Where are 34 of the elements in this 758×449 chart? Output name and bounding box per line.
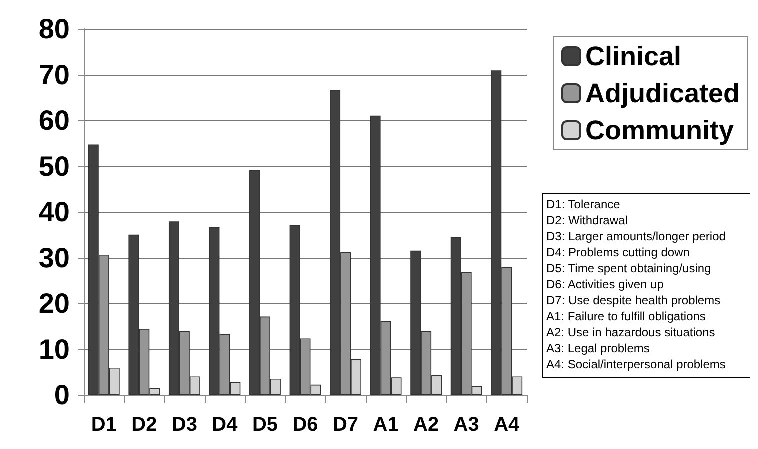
text: A1: Failure to fulfill obligations — [546, 310, 706, 324]
text: A3: Legal problems — [546, 342, 650, 356]
x-tick-label: A4 — [494, 414, 521, 436]
text: D3: Larger amounts/longer period — [546, 230, 726, 244]
x-tick-label: D4 — [212, 414, 239, 436]
x-tick-label: A1 — [373, 414, 399, 436]
text: D4: Problems cutting down — [546, 246, 690, 260]
x-tick-label: A3 — [454, 414, 480, 436]
y-tick-label: 40 — [38, 196, 70, 228]
text: D5: Time spent obtaining/using — [546, 262, 712, 276]
text: A4: Social/interpersonal problems — [546, 358, 726, 372]
text: D7: Use despite health problems — [546, 294, 721, 308]
y-tick-label: 20 — [38, 288, 70, 319]
legend-label: Clinical — [585, 42, 682, 72]
text: D2: Withdrawal — [546, 214, 628, 228]
y-tick-label: 60 — [38, 105, 70, 136]
x-tick-label: D7 — [332, 414, 359, 436]
text: D6: Activities given up — [546, 278, 664, 292]
text: D1: Tolerance — [546, 198, 621, 212]
y-tick-label: 30 — [38, 242, 70, 274]
y-tick-label: 10 — [38, 334, 70, 365]
y-tick-label: 50 — [38, 150, 70, 182]
y-tick-label: 70 — [38, 59, 70, 90]
x-tick-label: A2 — [414, 414, 440, 436]
x-tick-label: D3 — [172, 414, 198, 436]
legend-label: Community — [585, 116, 734, 146]
x-tick-label: D6 — [292, 414, 318, 436]
x-tick-label: D5 — [252, 414, 278, 436]
text: A2: Use in hazardous situations — [546, 326, 716, 340]
y-tick-label: 80 — [38, 14, 70, 44]
legend-label: Adjudicated — [585, 78, 740, 108]
y-tick-label: 0 — [54, 380, 70, 410]
x-tick-label: D2 — [132, 414, 158, 436]
x-tick-label: D1 — [91, 414, 117, 436]
